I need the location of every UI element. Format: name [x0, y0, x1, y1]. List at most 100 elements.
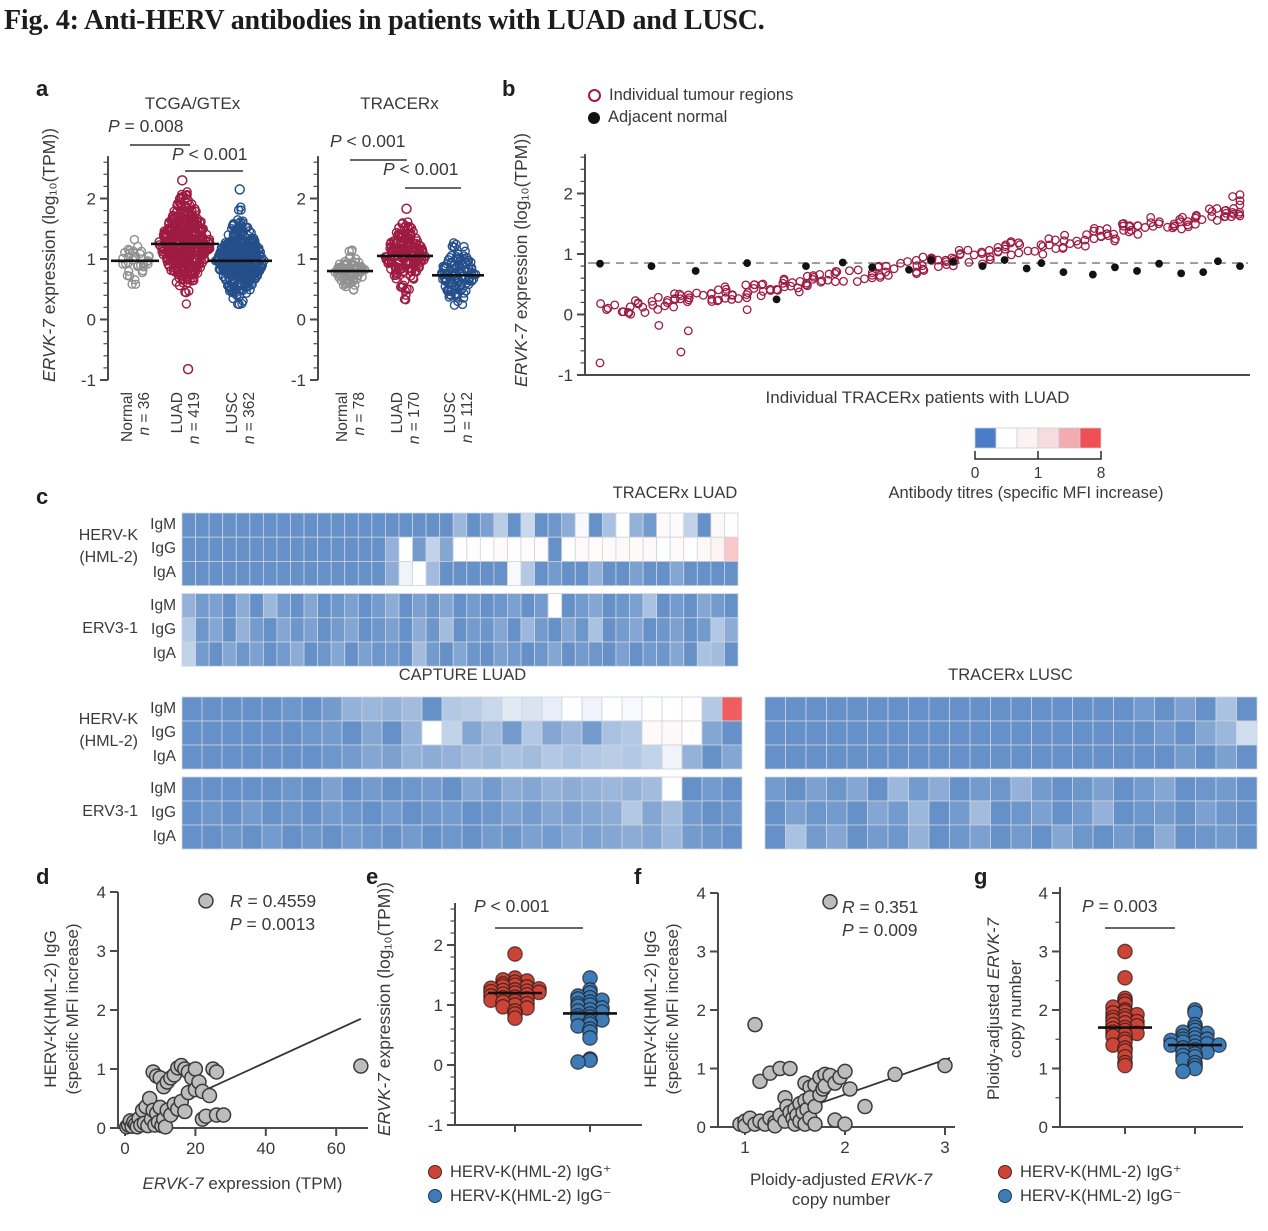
- ig-label: IgA: [152, 748, 176, 765]
- heatmap-cell: [669, 617, 685, 643]
- heatmap-cell: [262, 512, 278, 538]
- y-axis-label: HERV-K(HML-2) IgG: [641, 930, 660, 1087]
- heatmap-cell: [344, 641, 359, 667]
- tumour-region-point: [1229, 209, 1239, 219]
- heatmap-cell: [421, 776, 443, 802]
- tumour-region-point: [683, 297, 692, 307]
- tumour-region-point: [1133, 221, 1143, 231]
- heatmap-cell: [381, 744, 403, 770]
- heatmap-cell: [574, 593, 590, 619]
- data-point: [238, 285, 248, 296]
- heatmap-cell: [262, 561, 278, 587]
- heatmap-cell: [887, 744, 909, 770]
- heatmap-cell: [507, 512, 522, 538]
- tumour-region-point: [630, 296, 640, 306]
- data-point: [228, 243, 239, 254]
- panel-f-stats: R = 0.351 P = 0.009: [842, 896, 918, 942]
- heatmap-cell: [421, 720, 443, 746]
- tumour-region-point: [1124, 222, 1134, 232]
- panel-b-xlabel: Individual TRACERx patients with LUAD: [765, 388, 1070, 407]
- data-point: [124, 271, 135, 281]
- legend-igg-pos-label: HERV-K(HML-2) IgG⁺: [450, 1163, 612, 1181]
- tumour-region-point: [1197, 215, 1207, 225]
- y-tick-label: -1: [291, 371, 306, 390]
- tumour-region-point: [779, 274, 789, 284]
- y-tick-label: -1: [558, 366, 573, 385]
- data-point: [1117, 969, 1133, 986]
- heatmap-cell: [381, 776, 403, 802]
- outlier-point: [182, 363, 194, 375]
- heatmap-cell: [452, 536, 468, 562]
- heatmap-cell: [621, 824, 643, 850]
- heatmap-cell: [493, 641, 508, 667]
- tumour-region-point: [683, 326, 693, 336]
- data-point: [214, 264, 225, 274]
- heatmap-cell: [949, 720, 971, 746]
- heatmap-cell: [534, 512, 549, 538]
- ig-label: IgA: [152, 564, 176, 581]
- heatmap-cell: [357, 561, 373, 587]
- adjacent-normal-point: [772, 295, 781, 304]
- tumour-region-point: [674, 289, 684, 299]
- heatmap-cell: [201, 824, 223, 850]
- y-tick-label: -1: [81, 371, 96, 390]
- pvalue-g: P = 0.003: [1082, 896, 1158, 916]
- colorbar-swatch: [974, 427, 997, 449]
- heatmap-cell: [479, 593, 495, 619]
- heatmap-cell: [341, 744, 363, 770]
- heatmap-cell: [1215, 824, 1237, 850]
- heatmap-cell: [281, 800, 303, 826]
- heatmap-cell: [357, 593, 373, 619]
- heatmap-cell: [574, 641, 590, 667]
- colorbar-swatch: [1058, 427, 1081, 449]
- tumour-region-point: [1175, 214, 1185, 224]
- pvalue-a2: P < 0.001: [172, 144, 248, 164]
- filled-circle-icon: [588, 111, 600, 124]
- heatmap-cell: [493, 593, 508, 619]
- row-group-erv3-2: ERV3-1: [82, 803, 138, 820]
- heatmap-cell: [181, 561, 196, 587]
- heatmap-cell: [661, 720, 683, 746]
- tumour-region-point: [852, 277, 862, 286]
- heatmap-cell: [481, 800, 503, 826]
- heatmap-cell: [208, 561, 224, 587]
- heatmap-cell: [479, 617, 495, 643]
- heatmap-cell: [361, 800, 383, 826]
- heatmap-cell: [588, 641, 603, 667]
- heatmap-cell: [1236, 800, 1258, 826]
- heatmap-cell: [1215, 696, 1237, 722]
- heatmap-cell: [710, 641, 725, 667]
- heatmap-cell: [601, 720, 623, 746]
- heatmap-cell: [710, 617, 725, 643]
- data-point: [177, 1103, 193, 1120]
- x-tick-label: 1: [740, 1138, 749, 1157]
- tumour-region-point: [903, 257, 913, 266]
- data-point: [1117, 943, 1133, 960]
- heatmap-cell: [1195, 824, 1217, 850]
- heatmap-cell: [249, 536, 264, 562]
- heatmap-cell: [681, 824, 703, 850]
- heatmap-cell: [588, 536, 603, 562]
- heatmap-cell: [683, 641, 698, 667]
- data-point: [1175, 1063, 1191, 1080]
- heatmap-cell: [330, 593, 346, 619]
- heatmap-cell: [642, 593, 658, 619]
- heatmap-cell: [208, 512, 224, 538]
- heatmap-cell: [574, 561, 590, 587]
- heatmap-cell: [764, 696, 786, 722]
- heatmap-cell: [321, 776, 343, 802]
- heatmap-cell: [1154, 696, 1176, 722]
- heatmap-cell: [521, 696, 543, 722]
- heatmap-cell: [908, 744, 930, 770]
- heatmap-cell: [1133, 696, 1155, 722]
- heatmap-cell: [1236, 824, 1258, 850]
- colorbar-label: Antibody titres (specific MFI increase): [888, 484, 1164, 502]
- tumour-region-point: [875, 272, 885, 282]
- data-point: [837, 1063, 853, 1080]
- heatmap-cell: [1133, 800, 1155, 826]
- heatmap-cell: [701, 744, 723, 770]
- heatmap-cell: [601, 593, 617, 619]
- heatmap-cell: [466, 593, 481, 619]
- heatmap-cell: [928, 744, 950, 770]
- heatmap-cell: [241, 720, 263, 746]
